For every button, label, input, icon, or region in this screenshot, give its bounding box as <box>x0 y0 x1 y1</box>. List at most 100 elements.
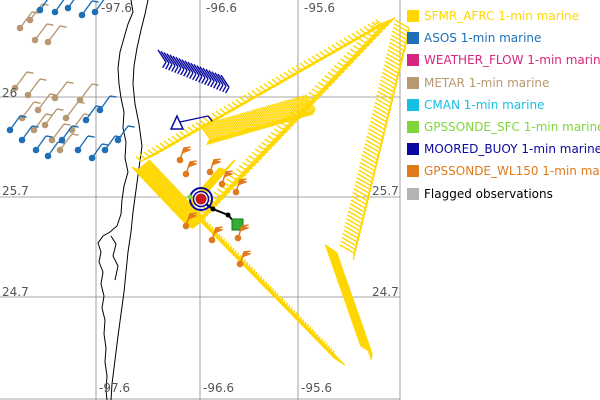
sfmr-wind-barb <box>278 102 290 123</box>
sfmr-wind-barb <box>340 240 356 256</box>
legend-item-asos[interactable]: ASOS 1-min marine <box>407 28 600 48</box>
sfmr-wind-barb <box>270 127 291 137</box>
lon-tick-top: -95.6 <box>304 1 335 15</box>
metar-wind-barb <box>26 3 49 24</box>
asos-wind-barb <box>51 0 65 16</box>
sfmr-wind-barb <box>267 130 288 140</box>
mainland-coastline <box>97 0 134 400</box>
sfmr-wind-barb <box>366 135 382 151</box>
lon-tick-bottom: -96.6 <box>203 381 234 395</box>
lon-tick-bottom: -97.6 <box>99 381 130 395</box>
sfmr-wind-barb <box>272 103 285 125</box>
sfmr-wind-barb <box>269 104 281 126</box>
gpssonde-sfc-dot <box>187 194 193 200</box>
sfmr-wind-barb <box>265 105 278 127</box>
lon-tick-bottom: -95.6 <box>301 381 332 395</box>
sfmr-wind-barb <box>324 70 345 80</box>
legend-item-cman[interactable]: CMAN 1-min marine <box>407 95 600 115</box>
asos-wind-barb <box>36 0 49 14</box>
sfmr-wind-barb <box>239 113 251 134</box>
sfmr-wind-barb <box>378 86 394 103</box>
sfmr-wind-barb <box>346 214 363 230</box>
sfmr-wind-barb <box>220 118 232 140</box>
sfmr-wind-barb <box>213 120 225 142</box>
sfmr-wind-barb <box>264 106 276 127</box>
sfmr-wind-barb <box>376 94 392 110</box>
legend-swatch <box>407 120 419 133</box>
sfmr-wind-barb <box>213 187 234 197</box>
lat-tick-left: 26 <box>2 86 17 100</box>
sfmr-wind-barb <box>343 50 364 60</box>
sfmr-wind-barb <box>386 53 402 69</box>
sfmr-wind-barb <box>218 119 230 140</box>
buoy-wind-barb <box>175 56 185 76</box>
sfmr-wind-barb <box>390 34 407 50</box>
asos-wind-barb <box>96 95 117 114</box>
sfmr-wind-barb <box>236 114 248 135</box>
sfmr-wind-barb <box>218 159 236 171</box>
buoy-wind-barb <box>208 70 218 89</box>
sfmr-wind-barb <box>216 184 238 194</box>
sfmr-wind-barb <box>380 75 396 91</box>
wl150-wind-barb <box>208 226 224 244</box>
legend-item-metar[interactable]: METAR 1-min marine <box>407 73 600 93</box>
legend-item-gpssonde-sfc[interactable]: GPSSONDE_SFC 1-min marine <box>407 117 600 137</box>
gpssonde-wl150-barbs <box>176 146 252 268</box>
sfmr-wind-barb <box>344 225 360 241</box>
track-point <box>225 212 231 218</box>
sfmr-wind-barb <box>332 350 346 366</box>
wl150-wind-barb <box>206 158 222 176</box>
legend-swatch <box>407 165 419 178</box>
sfmr-wind-barb <box>232 115 244 136</box>
sfmr-wind-barb <box>375 17 396 27</box>
buoy-wind-barb <box>160 50 170 70</box>
sfmr-wind-barb <box>251 147 272 157</box>
legend-item-weather-flow[interactable]: WEATHER_FLOW 1-min marine <box>407 50 600 70</box>
sfmr-wind-barb <box>302 95 314 116</box>
metar-wind-barb <box>11 71 34 92</box>
legend-item-moored-buoy[interactable]: MOORED_BUOY 1-min marine <box>407 139 600 159</box>
buoy-wind-barb <box>205 68 215 88</box>
metar-wind-barb <box>44 25 67 46</box>
legend-item-gpssonde-wl150[interactable]: GPSSONDE_WL150 1-min marine <box>407 161 600 181</box>
sfmr-wind-barb <box>267 105 279 126</box>
metar-wind-barb <box>68 113 91 134</box>
legend-label: WEATHER_FLOW 1-min marine <box>424 53 600 68</box>
legend-item-sfmr-afrc[interactable]: SFMR_AFRC 1-min marine <box>407 6 600 26</box>
sfmr-wind-barb <box>248 150 269 160</box>
lat-tick-left: 25.7 <box>2 184 29 198</box>
buoy-wind-barb <box>199 66 209 85</box>
sfmr-wind-barb <box>389 41 405 58</box>
sfmr-wind-barb <box>297 96 309 118</box>
sfmr-wind-barb <box>353 188 369 204</box>
buoy-wind-barb <box>184 60 194 79</box>
asos-wind-barb <box>18 125 39 144</box>
sfmr-wind-barb <box>230 115 243 137</box>
sfmr-wind-barb <box>308 87 329 97</box>
sfmr-wind-barb <box>330 64 352 74</box>
wl150-wind-barb <box>234 224 250 242</box>
legend-label: SFMR_AFRC 1-min marine <box>424 9 579 23</box>
sfmr-wind-barb <box>382 68 398 84</box>
sfmr-wind-barb <box>343 229 359 245</box>
asos-wind-barb <box>82 105 103 124</box>
sfmr-swath <box>131 17 410 366</box>
metar-wind-barb <box>51 81 74 102</box>
sfmr-wind-barb <box>349 203 365 219</box>
asos-wind-barb <box>74 135 95 154</box>
legend-swatch <box>407 76 419 89</box>
sfmr-wind-barb <box>273 124 295 134</box>
sfmr-wind-barb <box>321 74 342 84</box>
sfmr-wind-barb <box>245 154 266 164</box>
sfmr-wind-barb <box>274 103 286 124</box>
sfmr-wind-barb <box>271 104 283 125</box>
sfmr-wind-barb <box>286 99 299 121</box>
sfmr-wind-barb <box>300 95 313 117</box>
sfmr-wind-barb <box>327 67 348 77</box>
sfmr-wind-barb <box>318 77 339 87</box>
sfmr-wind-barb <box>345 221 361 238</box>
storm-center-marker <box>195 193 207 205</box>
sfmr-wind-barb <box>235 164 257 174</box>
asos-wind-barb <box>58 125 79 144</box>
legend-item-flagged[interactable]: Flagged observations <box>407 184 600 204</box>
